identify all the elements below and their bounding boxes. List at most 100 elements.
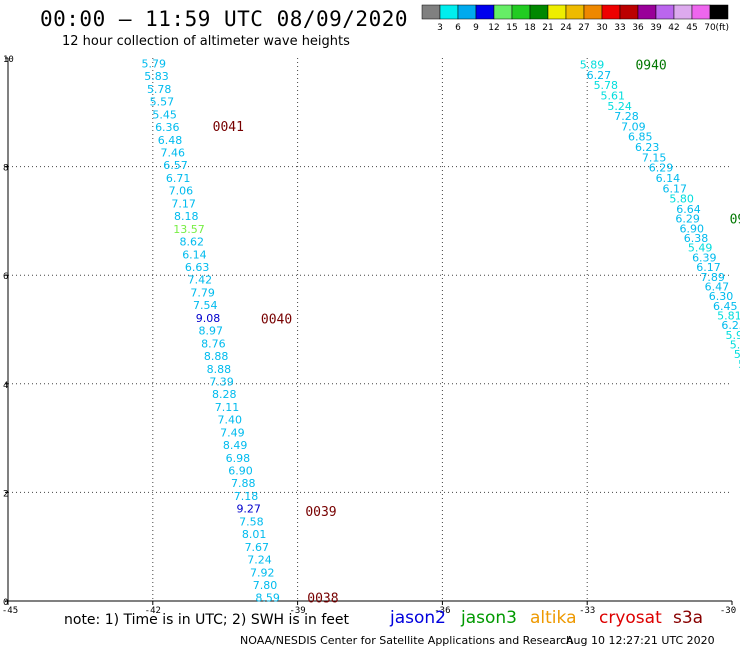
time-label-3: 0038 xyxy=(307,592,338,607)
colorbar-swatch-9 xyxy=(583,4,603,20)
wave-point-t0-21: 8.97 xyxy=(198,325,223,338)
wave-point-t2-12: 5.95 xyxy=(726,329,740,342)
wave-point-t0-9: 6.71 xyxy=(166,172,191,185)
page-title: 00:00 – 11:59 UTC 08/09/2020 xyxy=(40,7,409,31)
wave-point-t0-18: 7.79 xyxy=(190,286,215,299)
wave-point-t2-15: 5.82 xyxy=(738,358,740,371)
colorbar-swatch-0 xyxy=(421,4,441,20)
time-label-4: 0940 xyxy=(635,59,666,74)
wave-point-t2-14: 5.69 xyxy=(734,348,740,361)
x-tick-label-3: -36 xyxy=(434,606,450,616)
colorbar-label-6: 21 xyxy=(542,23,553,33)
wave-point-t0-23: 8.88 xyxy=(204,350,229,363)
page-subtitle: 12 hour collection of altimeter wave hei… xyxy=(62,34,350,49)
wave-point-t1-9: 7.15 xyxy=(642,151,667,164)
satellite-jason3: jason3 xyxy=(461,608,517,628)
wave-point-t0-2: 5.78 xyxy=(147,83,172,96)
wave-point-t0-32: 6.90 xyxy=(228,465,253,478)
colorbar-label-2: 9 xyxy=(473,23,479,33)
wave-point-t1-6: 7.09 xyxy=(621,120,646,133)
color-scale-legend: 3 6 9 12 15 18 21 24 27 30 33 36 39 42 45 70 (ft) xyxy=(421,4,729,33)
wave-point-t1-12: 6.17 xyxy=(663,182,688,195)
wave-point-t0-31: 6.98 xyxy=(226,452,251,465)
wave-point-t0-30: 8.49 xyxy=(223,439,248,452)
colorbar-label-12: 39 xyxy=(650,23,662,33)
wave-point-t1-13: 5.80 xyxy=(669,193,694,206)
x-tick-label-4: -33 xyxy=(579,606,595,616)
x-tick-label-0: -45 xyxy=(2,606,18,616)
colorbar-label-11: 36 xyxy=(632,23,644,33)
wave-point-t0-5: 6.36 xyxy=(155,121,180,134)
time-labels: 0041 0040 0039 0038 0940 0941 xyxy=(213,59,740,607)
wave-point-t0-36: 7.58 xyxy=(239,515,264,528)
colorbar-swatch-11 xyxy=(619,4,639,20)
chart-axes: -45 -42 -39 -36 -33 -30 0 2 4 6 8 10 xyxy=(2,55,736,616)
wave-point-t0-28: 7.40 xyxy=(217,414,242,427)
wave-point-t0-39: 7.24 xyxy=(247,554,272,567)
colorbar-swatch-1 xyxy=(439,4,459,20)
colorbar-swatch-4 xyxy=(493,4,513,20)
y-tick-label-0: 0 xyxy=(3,598,8,608)
wave-point-t0-0: 5.79 xyxy=(142,57,167,70)
x-tick-label-1: -42 xyxy=(145,606,161,616)
satellite-altika: altika xyxy=(530,608,577,628)
wave-point-t0-13: 13.57 xyxy=(173,223,205,236)
colorbar-label-8: 27 xyxy=(578,23,589,33)
colorbar-label-3: 12 xyxy=(488,23,499,33)
colorbar-label-7: 24 xyxy=(560,23,572,33)
wave-point-t0-15: 6.14 xyxy=(182,248,207,261)
wave-point-t0-4: 5.45 xyxy=(152,108,177,121)
wave-point-t1-2: 5.78 xyxy=(594,79,619,92)
wave-point-t2-8: 6.30 xyxy=(709,290,734,303)
time-label-0: 0041 xyxy=(213,120,244,135)
satellite-cryosat: cryosat xyxy=(599,608,662,628)
colorbar-swatch-15 xyxy=(691,4,711,20)
x-tick-label-5: -30 xyxy=(720,606,736,616)
wave-point-t2-11: 6.25 xyxy=(721,319,740,332)
colorbar-swatch-6 xyxy=(529,4,549,20)
wave-point-t0-38: 7.67 xyxy=(245,541,270,554)
y-tick-label-5: 10 xyxy=(3,55,14,65)
wave-point-t2-13: 5.75 xyxy=(730,338,740,351)
wave-point-t2-9: 6.45 xyxy=(713,300,738,313)
credit-text: NOAA/NESDIS Center for Satellite Applica… xyxy=(240,634,574,647)
wave-point-t2-5: 6.17 xyxy=(696,261,721,274)
wave-point-t0-6: 6.48 xyxy=(158,134,183,147)
colorbar-label-0: 3 xyxy=(437,23,443,33)
wave-point-t0-29: 7.49 xyxy=(220,426,245,439)
colorbar-swatch-16 xyxy=(709,4,729,20)
wave-point-t1-0: 5.89 xyxy=(580,59,605,72)
time-label-1: 0040 xyxy=(261,313,292,328)
wave-point-t1-14: 6.64 xyxy=(676,203,701,216)
wave-point-t0-25: 7.39 xyxy=(209,375,234,388)
satellite-jason2: jason2 xyxy=(390,608,446,628)
y-tick-label-3: 6 xyxy=(3,272,8,282)
colorbar-label-13: 42 xyxy=(668,23,679,33)
wave-point-t2-10: 5.81 xyxy=(717,309,740,322)
wave-point-t0-14: 8.62 xyxy=(179,236,204,249)
wave-point-t0-27: 7.11 xyxy=(215,401,240,414)
wave-point-t0-37: 8.01 xyxy=(242,528,267,541)
wave-point-t0-16: 6.63 xyxy=(185,261,210,274)
wave-point-t0-40: 7.92 xyxy=(250,566,275,579)
wave-point-t2-1: 6.90 xyxy=(680,222,705,235)
wave-point-t0-33: 7.88 xyxy=(231,477,256,490)
colorbar-swatch-3 xyxy=(475,4,495,20)
wave-point-t1-10: 6.29 xyxy=(649,162,674,175)
wave-point-t0-10: 7.06 xyxy=(169,185,194,198)
timestamp-text: Aug 10 12:27:21 UTC 2020 xyxy=(566,634,715,647)
wave-point-t0-1: 5.83 xyxy=(144,70,169,83)
wave-point-t2-3: 5.49 xyxy=(688,242,713,255)
wave-point-t0-7: 7.46 xyxy=(161,146,186,159)
colorbar-label-5: 18 xyxy=(524,23,536,33)
wave-point-t0-11: 7.17 xyxy=(171,197,196,210)
wave-point-t0-17: 7.42 xyxy=(188,274,213,287)
y-tick-label-2: 4 xyxy=(3,381,8,391)
wave-height-points: 5.795.835.785.575.456.366.487.466.576.71… xyxy=(142,57,740,604)
y-tick-label-1: 2 xyxy=(3,489,8,499)
x-tick-label-2: -39 xyxy=(289,606,305,616)
wave-point-t2-6: 7.89 xyxy=(700,271,725,284)
wave-point-t1-11: 6.14 xyxy=(656,172,681,185)
wave-point-t0-20: 9.08 xyxy=(196,312,221,325)
colorbar-label-1: 6 xyxy=(455,23,461,33)
